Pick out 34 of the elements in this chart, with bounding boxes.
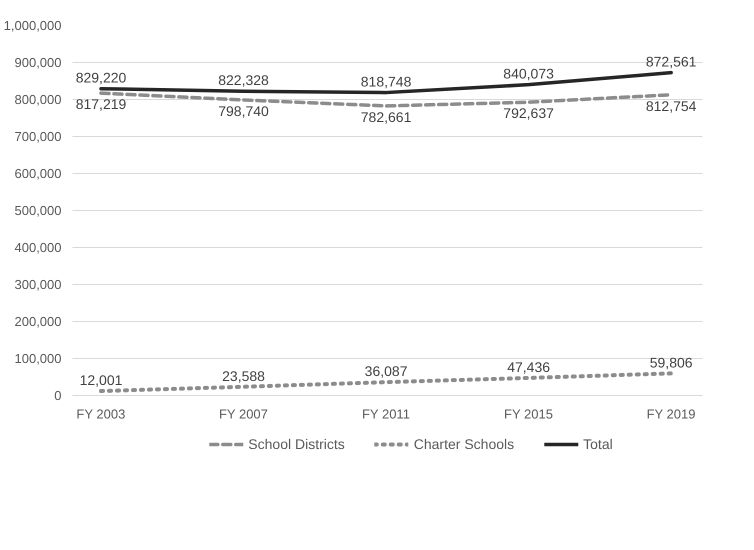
data-label: 817,219 xyxy=(76,96,127,112)
data-label: 12,001 xyxy=(80,372,123,388)
x-tick-label: FY 2003 xyxy=(76,406,126,422)
y-tick-label: 800,000 xyxy=(14,92,62,107)
legend-label: Charter Schools xyxy=(414,436,514,452)
data-label: 812,754 xyxy=(646,98,697,114)
x-tick-label: FY 2015 xyxy=(504,406,553,422)
y-tick-label: 300,000 xyxy=(14,277,62,292)
data-label: 36,087 xyxy=(364,363,408,380)
x-tick-label: FY 2007 xyxy=(218,406,268,422)
y-tick-label: 1,000,000 xyxy=(4,18,62,33)
y-tick-label: 700,000 xyxy=(14,129,62,144)
y-tick-label: 200,000 xyxy=(14,314,62,329)
data-label: 59,806 xyxy=(650,354,693,370)
data-label: 47,436 xyxy=(507,358,550,375)
y-tick-label: 900,000 xyxy=(14,55,62,70)
legend-label: Total xyxy=(583,436,613,452)
y-tick-label: 0 xyxy=(54,388,62,403)
y-tick-label: 500,000 xyxy=(14,203,62,218)
data-label: 818,748 xyxy=(360,74,412,90)
y-tick-label: 100,000 xyxy=(14,351,62,366)
legend-label: School Districts xyxy=(248,436,345,452)
data-label: 822,328 xyxy=(218,72,270,88)
x-tick-label: FY 2019 xyxy=(646,406,696,422)
data-label: 829,220 xyxy=(76,70,127,86)
data-label: 792,637 xyxy=(503,105,554,122)
data-label: 872,561 xyxy=(646,54,697,70)
data-label: 840,073 xyxy=(503,66,554,82)
x-tick-label: FY 2011 xyxy=(362,406,410,422)
data-label: 798,740 xyxy=(218,102,270,119)
y-tick-label: 600,000 xyxy=(14,166,62,181)
data-label: 782,661 xyxy=(360,108,412,125)
data-label: 23,588 xyxy=(222,368,266,384)
y-tick-label: 400,000 xyxy=(14,240,62,255)
